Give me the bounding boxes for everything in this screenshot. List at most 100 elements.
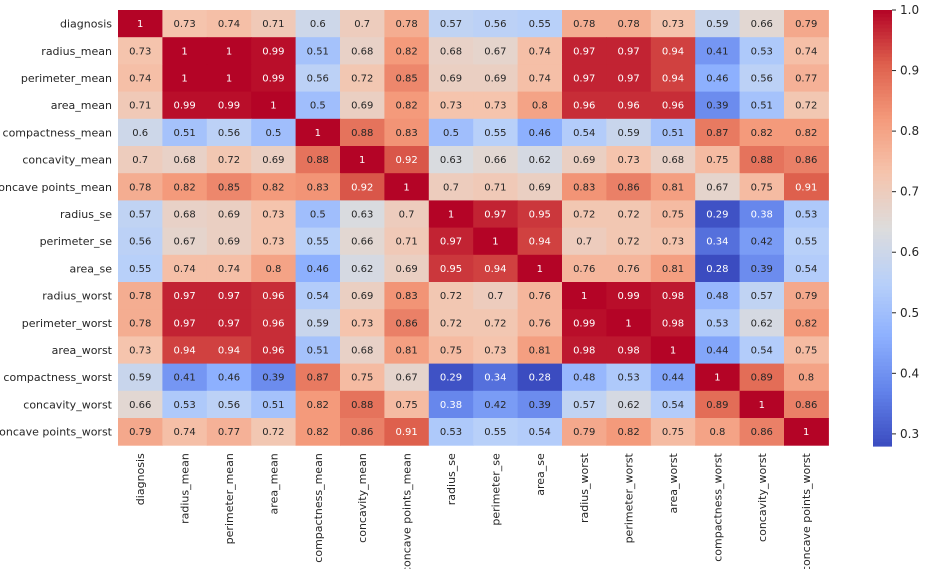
heatmap-cell <box>473 282 519 310</box>
heatmap-cell <box>695 418 741 446</box>
cell-annotation: 1 <box>670 346 676 357</box>
cell-annotation: 0.7 <box>443 182 459 193</box>
y-tick-label: concavity_mean <box>22 154 112 167</box>
heatmap-cell <box>562 200 607 229</box>
heatmap-cell <box>384 91 430 120</box>
heatmap-cell <box>739 390 785 419</box>
colorbar-tick-label: 0.4 <box>900 366 919 380</box>
heatmap-cell <box>739 10 785 38</box>
colorbar-segment <box>873 376 892 382</box>
colorbar-tick-label: 1.0 <box>900 3 919 17</box>
cell-annotation: 0.86 <box>795 400 817 411</box>
colorbar-segment <box>873 333 892 338</box>
heatmap-cell <box>428 146 474 174</box>
heatmap-cell <box>562 227 607 256</box>
heatmap-cell <box>295 227 341 256</box>
heatmap-cell <box>695 173 741 201</box>
heatmap-cell <box>428 64 474 93</box>
heatmap-cell <box>695 227 741 256</box>
heatmap-cell <box>650 200 696 229</box>
cell-annotation: 0.54 <box>662 400 684 411</box>
heatmap-cell <box>340 363 385 392</box>
heatmap-cell <box>162 146 208 174</box>
heatmap-cell <box>384 227 430 256</box>
cell-annotation: 0.73 <box>440 101 462 112</box>
heatmap-cell <box>650 309 696 337</box>
heatmap-cell <box>473 37 519 65</box>
heatmap-cell <box>162 64 208 93</box>
heatmap-cell <box>384 118 430 147</box>
cell-annotation: 0.54 <box>529 427 551 438</box>
cell-annotation: 0.8 <box>798 373 814 384</box>
colorbar-segment <box>873 140 892 146</box>
heatmap-cell <box>784 363 829 392</box>
cell-annotation: 0.92 <box>395 155 417 166</box>
colorbar-segment <box>873 235 892 240</box>
cell-annotation: 0.44 <box>706 346 728 357</box>
colorbar-segment <box>873 322 892 327</box>
colorbar-segment <box>873 209 892 215</box>
cell-annotation: 0.82 <box>395 101 417 112</box>
x-tick-label: perimeter_mean <box>223 453 236 544</box>
y-tick-label: compactness_worst <box>3 371 112 384</box>
cell-annotation: 0.28 <box>706 264 728 275</box>
y-tick-label: perimeter_se <box>40 235 113 248</box>
cell-annotation: 0.75 <box>395 400 417 411</box>
colorbar-segment <box>873 122 892 127</box>
x-tick-label: concave points_mean <box>401 453 414 569</box>
heatmap-cell <box>162 200 208 229</box>
cell-annotation: 0.73 <box>129 346 151 357</box>
colorbar-segment <box>873 289 892 294</box>
cell-annotation: 0.97 <box>484 210 506 221</box>
x-tick-label: radius_se <box>445 453 458 505</box>
heatmap-cell <box>606 200 652 229</box>
cell-annotation: 0.66 <box>351 237 373 248</box>
heatmap-cell <box>695 37 741 65</box>
colorbar-segment <box>873 431 892 436</box>
heatmap-cell <box>784 418 829 446</box>
heatmap-cell <box>562 418 607 446</box>
y-tick-label: radius_worst <box>42 290 112 303</box>
heatmap-cell <box>784 173 829 201</box>
cell-annotation: 0.57 <box>129 210 151 221</box>
y-tick-label: perimeter_mean <box>21 72 112 85</box>
heatmap-cell <box>606 64 652 93</box>
x-tick-label: concavity_mean <box>356 453 369 543</box>
cell-annotation: 1 <box>181 74 187 85</box>
heatmap-cell <box>517 118 563 147</box>
heatmap-cell <box>118 309 163 337</box>
cell-annotation: 1 <box>714 373 720 384</box>
cell-annotation: 0.72 <box>795 101 817 112</box>
cell-annotation: 0.62 <box>529 155 551 166</box>
cell-annotation: 0.41 <box>173 373 195 384</box>
cell-annotation: 0.7 <box>576 237 592 248</box>
colorbar-segment <box>873 57 892 62</box>
cell-annotation: 0.82 <box>395 46 417 57</box>
cell-annotation: 0.81 <box>395 346 417 357</box>
cell-annotation: 0.73 <box>262 237 284 248</box>
cell-annotation: 0.57 <box>440 19 462 30</box>
cell-annotation: 0.55 <box>484 427 506 438</box>
heatmap-cell <box>517 390 563 419</box>
heatmap-cell <box>562 336 607 365</box>
cell-annotation: 0.7 <box>487 291 503 302</box>
y-tick-label: area_se <box>69 262 112 275</box>
heatmap-cell <box>295 118 341 147</box>
cell-annotation: 0.97 <box>218 291 240 302</box>
heatmap-cell <box>251 10 297 38</box>
heatmap-cell <box>606 363 652 392</box>
cell-annotation: 0.74 <box>795 46 817 57</box>
heatmap-cell <box>517 282 563 310</box>
heatmap-cell <box>162 10 208 38</box>
cell-annotation: 0.68 <box>351 46 373 57</box>
heatmap-cell <box>695 64 741 93</box>
cell-annotation: 0.96 <box>262 291 284 302</box>
heatmap-cell <box>650 64 696 93</box>
y-tick-label: radius_se <box>60 208 112 221</box>
heatmap-cell <box>206 37 252 65</box>
cell-annotation: 0.69 <box>218 237 240 248</box>
colorbar-segment <box>873 395 892 400</box>
heatmap-cell <box>473 200 519 229</box>
cell-annotation: 0.53 <box>173 400 195 411</box>
cell-annotation: 0.97 <box>617 46 639 57</box>
